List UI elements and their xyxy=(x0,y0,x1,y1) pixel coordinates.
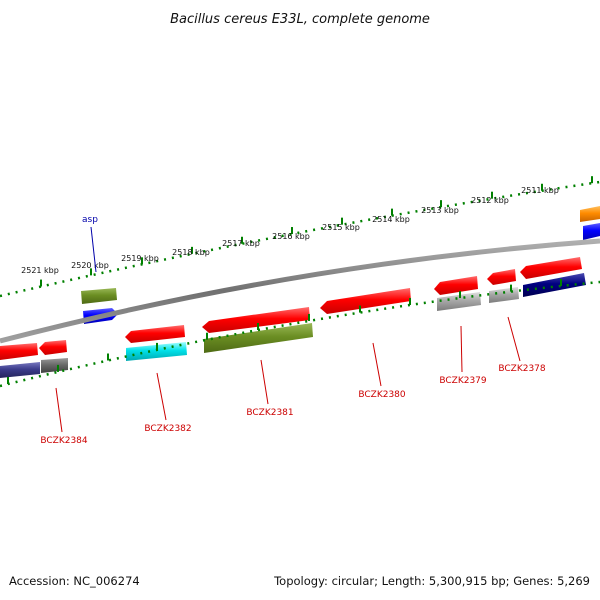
scale-tick-label: 2519 kbp xyxy=(121,254,159,263)
genome-summary-text: Topology: circular; Length: 5,300,915 bp… xyxy=(274,574,590,588)
gene-callouts: BCZK2384 BCZK2382 BCZK2381 BCZK2380 BCZK… xyxy=(40,215,546,446)
callout-line xyxy=(55,387,63,433)
gene-label[interactable]: BCZK2384 xyxy=(40,436,88,446)
callout-line xyxy=(260,359,269,405)
feature-olive[interactable] xyxy=(81,288,117,304)
gene-arrow[interactable] xyxy=(0,343,38,360)
scale-tick-label: 2511 kbp xyxy=(521,186,559,195)
inner-scale-ticks xyxy=(7,278,562,385)
feature-olive-2[interactable] xyxy=(204,323,313,353)
scale-tick-label: 2515 kbp xyxy=(322,223,360,232)
scale-tick-label: 2518 kbp xyxy=(172,248,210,257)
accession-text: Accession: NC_006274 xyxy=(9,574,140,588)
gene-label[interactable]: BCZK2380 xyxy=(358,390,406,400)
feature-darkgrey[interactable] xyxy=(41,358,68,373)
gene-track-secondary xyxy=(0,273,586,378)
gene-arrow[interactable] xyxy=(434,276,478,295)
gene-arrow[interactable] xyxy=(520,257,582,279)
callout-line xyxy=(507,316,521,362)
gene-label[interactable]: BCZK2378 xyxy=(498,364,546,374)
scale-tick-label: 2517 kbp xyxy=(222,239,260,248)
map-title: Bacillus cereus E33L, complete genome xyxy=(170,12,430,27)
scale-tick-label: 2516 kbp xyxy=(272,232,310,241)
genome-backbone xyxy=(0,238,600,344)
feature-blue-2[interactable] xyxy=(583,223,600,240)
gene-arrow[interactable] xyxy=(125,325,185,343)
callout-line xyxy=(460,325,463,373)
gene-arrow[interactable] xyxy=(320,288,411,314)
gene-arrow[interactable] xyxy=(39,340,67,355)
gene-track-forward xyxy=(0,257,582,360)
gene-arrow[interactable] xyxy=(487,269,516,285)
scale-tick-label: 2520 kbp xyxy=(71,261,109,270)
scale-tick-label: 2521 kbp xyxy=(21,266,59,275)
feature-orange[interactable] xyxy=(580,206,600,222)
scale-tick-label: 2512 kbp xyxy=(471,196,509,205)
gene-label[interactable]: BCZK2381 xyxy=(246,408,293,418)
callout-line xyxy=(372,342,382,387)
feature-grey-2[interactable] xyxy=(489,287,519,303)
gene-arrow[interactable] xyxy=(202,307,310,333)
scale-tick-label: 2514 kbp xyxy=(372,215,410,224)
feature-navy[interactable] xyxy=(523,273,586,297)
feature-slate[interactable] xyxy=(0,362,40,378)
scale-tick-labels: 2521 kbp 2520 kbp 2519 kbp 2518 kbp 2517… xyxy=(21,186,559,275)
feature-label-asp[interactable]: asp xyxy=(82,215,98,225)
feature-grey[interactable] xyxy=(437,292,481,311)
callout-line-asp xyxy=(90,226,97,273)
scale-tick-label: 2513 kbp xyxy=(421,206,459,215)
gene-label[interactable]: BCZK2379 xyxy=(439,376,487,386)
gene-label[interactable]: BCZK2382 xyxy=(144,424,191,434)
outer-scale-ticks xyxy=(40,176,593,287)
callout-line xyxy=(156,372,167,421)
